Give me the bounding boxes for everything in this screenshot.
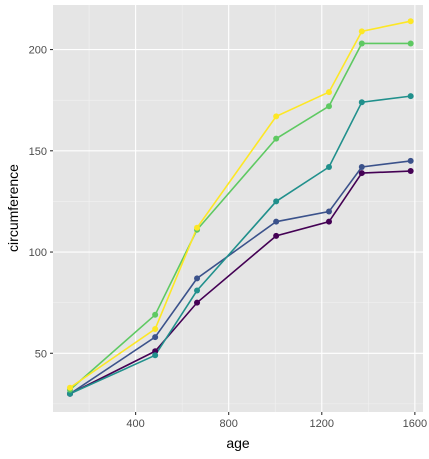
data-point-series-2 <box>194 275 201 282</box>
data-point-series-3 <box>407 93 414 100</box>
data-point-series-3 <box>273 198 280 205</box>
major-grid <box>53 5 423 412</box>
y-tick-label: 50 <box>35 348 47 360</box>
data-point-series-1 <box>325 218 332 225</box>
data-point-series-2 <box>407 157 414 164</box>
data-point-series-3 <box>358 99 365 106</box>
data-point-series-5 <box>358 28 365 35</box>
data-point-series-5 <box>407 18 414 25</box>
data-point-series-5 <box>152 325 159 332</box>
x-tick-label: 1200 <box>310 418 334 430</box>
plot-panel <box>53 5 423 412</box>
data-point-series-2 <box>152 334 159 341</box>
y-axis-title: circumference <box>5 164 21 252</box>
data-point-series-5 <box>194 224 201 231</box>
x-axis-title: age <box>226 435 250 451</box>
minor-grid <box>53 5 423 412</box>
data-point-series-3 <box>194 287 201 294</box>
data-point-series-4 <box>152 311 159 318</box>
data-point-series-4 <box>273 135 280 142</box>
data-point-series-2 <box>358 163 365 170</box>
data-point-series-4 <box>407 40 414 47</box>
data-point-series-3 <box>152 352 159 359</box>
data-point-series-2 <box>273 218 280 225</box>
data-point-series-5 <box>273 113 280 120</box>
axis-layer: 400 800 1200 1600 50 100 150 200 <box>29 45 427 430</box>
data-point-series-4 <box>358 40 365 47</box>
data-point-series-5 <box>325 89 332 96</box>
x-tick-label: 400 <box>126 418 144 430</box>
data-point-series-1 <box>358 170 365 177</box>
data-point-series-5 <box>66 384 73 391</box>
y-tick-label: 100 <box>29 247 47 259</box>
x-tick-label: 1600 <box>403 418 427 430</box>
y-tick-label: 200 <box>29 45 47 57</box>
data-point-series-1 <box>273 232 280 239</box>
data-point-series-1 <box>407 168 414 175</box>
x-tick-label: 800 <box>220 418 238 430</box>
y-tick-label: 150 <box>29 146 47 158</box>
data-point-series-2 <box>325 208 332 215</box>
series-layer <box>66 18 414 397</box>
data-point-series-4 <box>325 103 332 110</box>
data-point-series-3 <box>325 163 332 170</box>
data-point-series-1 <box>194 299 201 306</box>
